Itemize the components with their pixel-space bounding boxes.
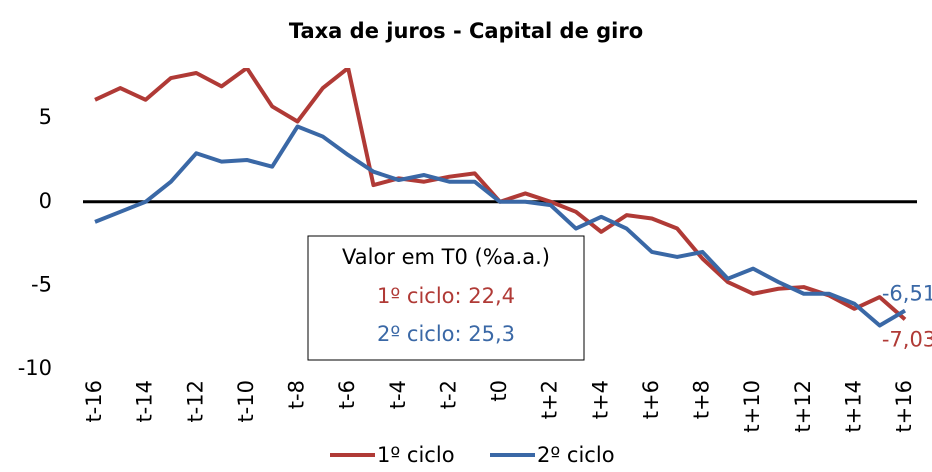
x-tick-label: t-6 xyxy=(335,380,359,409)
legend-label: 2º ciclo xyxy=(537,443,615,467)
x-tick-label: t+10 xyxy=(740,380,764,433)
y-tick-label: 5 xyxy=(39,105,52,129)
data-label: -7,03 xyxy=(882,327,932,351)
x-tick-label: t+12 xyxy=(791,380,815,433)
x-tick-label: t0 xyxy=(487,380,511,402)
x-tick-label: t-8 xyxy=(285,380,309,409)
y-tick-label: -5 xyxy=(31,272,52,296)
x-tick-label: t-2 xyxy=(436,380,460,409)
data-label: -6,51 xyxy=(882,282,932,306)
line xyxy=(94,124,907,328)
chart-title: Taxa de juros - Capital de giro xyxy=(289,19,643,43)
x-tick-label: t-4 xyxy=(386,380,410,409)
annotation-box xyxy=(307,235,585,361)
x-tick-label: t-16 xyxy=(82,380,106,423)
y-tick-label: 0 xyxy=(39,189,52,213)
x-tick-label: t+16 xyxy=(892,380,916,433)
x-tick-label: t-12 xyxy=(183,380,207,423)
annotation-title: Valor em T0 (%a.a.) xyxy=(342,245,550,269)
annotation-line: 2º ciclo: 25,3 xyxy=(377,322,515,346)
x-tick-label: t-10 xyxy=(234,380,258,423)
y-tick-label: -10 xyxy=(18,356,52,380)
series xyxy=(94,124,907,328)
x-tick-label: t-14 xyxy=(133,380,157,423)
legend-label: 1º ciclo xyxy=(377,443,455,467)
x-tick-label: t+6 xyxy=(639,380,663,419)
x-tick-label: t+2 xyxy=(538,380,562,419)
x-tick-label: t+4 xyxy=(588,380,612,419)
x-tick-label: t+14 xyxy=(841,380,865,433)
annotation-line: 1º ciclo: 22,4 xyxy=(377,284,515,308)
x-tick-label: t+8 xyxy=(690,380,714,419)
